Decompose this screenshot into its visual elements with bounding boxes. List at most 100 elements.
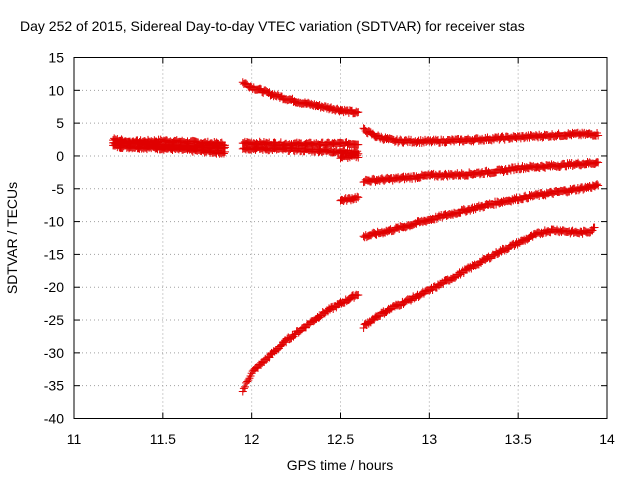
- data-point: [593, 180, 602, 189]
- data-point: [440, 170, 449, 179]
- data-point: [486, 169, 495, 178]
- data-point: [354, 140, 363, 149]
- series-sat-j: [359, 124, 603, 147]
- data-point: [241, 382, 250, 391]
- data-point: [543, 131, 552, 140]
- data-point: [239, 384, 248, 393]
- data-point: [480, 254, 489, 263]
- data-point: [407, 296, 416, 305]
- data-point: [381, 228, 390, 237]
- data-point: [360, 125, 369, 134]
- x-tick-label: 11: [67, 431, 82, 447]
- data-point: [529, 162, 538, 171]
- data-point: [186, 141, 195, 150]
- data-point: [510, 241, 519, 250]
- data-point: [471, 261, 480, 270]
- data-point: [390, 302, 399, 311]
- data-point: [505, 243, 514, 252]
- data-point: [118, 136, 127, 145]
- data-point: [376, 175, 385, 184]
- data-point: [430, 282, 439, 291]
- data-point: [449, 210, 458, 219]
- data-point: [510, 194, 519, 203]
- data-point: [210, 141, 219, 150]
- data-point: [447, 275, 456, 284]
- data-point: [492, 248, 501, 257]
- data-point: [402, 136, 411, 145]
- data-point: [478, 201, 487, 210]
- series-sat-g: [336, 150, 363, 163]
- y-tick-label: -5: [52, 181, 65, 197]
- data-point: [426, 171, 435, 180]
- data-point: [354, 153, 363, 162]
- data-point: [258, 359, 267, 368]
- data-point: [393, 223, 402, 232]
- data-point: [240, 144, 249, 153]
- data-point: [411, 137, 420, 146]
- y-tick-label: -10: [44, 214, 64, 230]
- data-point: [590, 160, 599, 169]
- data-point: [503, 245, 512, 254]
- data-point: [256, 84, 265, 93]
- x-tick-labels: 11 11.5 12 12.5 13 13.5 14: [67, 431, 615, 447]
- data-point: [426, 136, 435, 145]
- series-sat-l: [359, 180, 603, 242]
- data-point: [563, 188, 572, 197]
- data-point: [352, 107, 361, 116]
- data-point: [557, 161, 566, 170]
- data-point: [278, 145, 287, 154]
- data-point: [452, 272, 461, 281]
- chart-title: Day 252 of 2015, Sidereal Day-to-day VTE…: [20, 18, 525, 34]
- data-point: [484, 167, 493, 176]
- data-point: [485, 199, 494, 208]
- data-point: [507, 133, 516, 142]
- data-point: [405, 222, 414, 231]
- data-point: [459, 137, 468, 146]
- data-point: [459, 269, 468, 278]
- data-point: [131, 138, 140, 147]
- data-point: [523, 235, 532, 244]
- data-point: [442, 211, 451, 220]
- data-point: [244, 376, 253, 385]
- data-point: [421, 287, 430, 296]
- data-point: [154, 140, 163, 149]
- y-tick-label: 10: [48, 82, 64, 98]
- series-sat-k: [359, 157, 603, 187]
- series-sat-h: [238, 290, 363, 396]
- data-point: [453, 209, 462, 218]
- y-tick-label: 0: [56, 148, 64, 164]
- data-point: [492, 133, 501, 142]
- data-point: [331, 139, 340, 148]
- data-point: [494, 249, 503, 258]
- data-point: [432, 214, 441, 223]
- data-point: [498, 198, 507, 207]
- data-point: [451, 170, 460, 179]
- data-point: [547, 160, 556, 169]
- data-point: [540, 163, 549, 172]
- data-point: [239, 144, 248, 153]
- axis-ticks: [73, 57, 608, 419]
- series-sat-m: [359, 223, 599, 332]
- data-point: [247, 138, 256, 147]
- data-point: [477, 258, 486, 267]
- data-point: [219, 144, 228, 153]
- data-point: [362, 233, 371, 242]
- x-tick-label: 13.5: [505, 431, 532, 447]
- y-tick-label: 15: [48, 50, 64, 66]
- data-point: [538, 162, 547, 171]
- x-axis-label: GPS time / hours: [287, 457, 394, 473]
- data-point: [364, 176, 373, 185]
- data-point: [422, 217, 431, 226]
- data-point: [275, 342, 284, 351]
- x-tick-label: 11.5: [150, 431, 176, 447]
- data-point: [581, 227, 590, 236]
- data-point: [320, 145, 329, 154]
- data-point: [413, 137, 422, 146]
- data-point: [506, 196, 515, 205]
- data-point: [354, 193, 363, 202]
- data-point: [580, 128, 589, 137]
- data-point: [285, 335, 294, 344]
- y-tick-label: 5: [56, 115, 64, 131]
- series-sat-c: [109, 134, 230, 153]
- y-tick-labels: 15 10 5 0 -5 -10 -15 -20 -25 -30 -35 -40: [44, 50, 64, 427]
